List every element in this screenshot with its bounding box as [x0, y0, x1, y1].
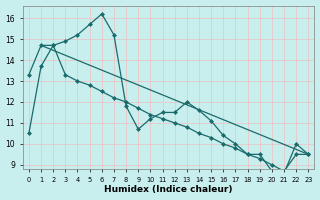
X-axis label: Humidex (Indice chaleur): Humidex (Indice chaleur)	[104, 185, 233, 194]
